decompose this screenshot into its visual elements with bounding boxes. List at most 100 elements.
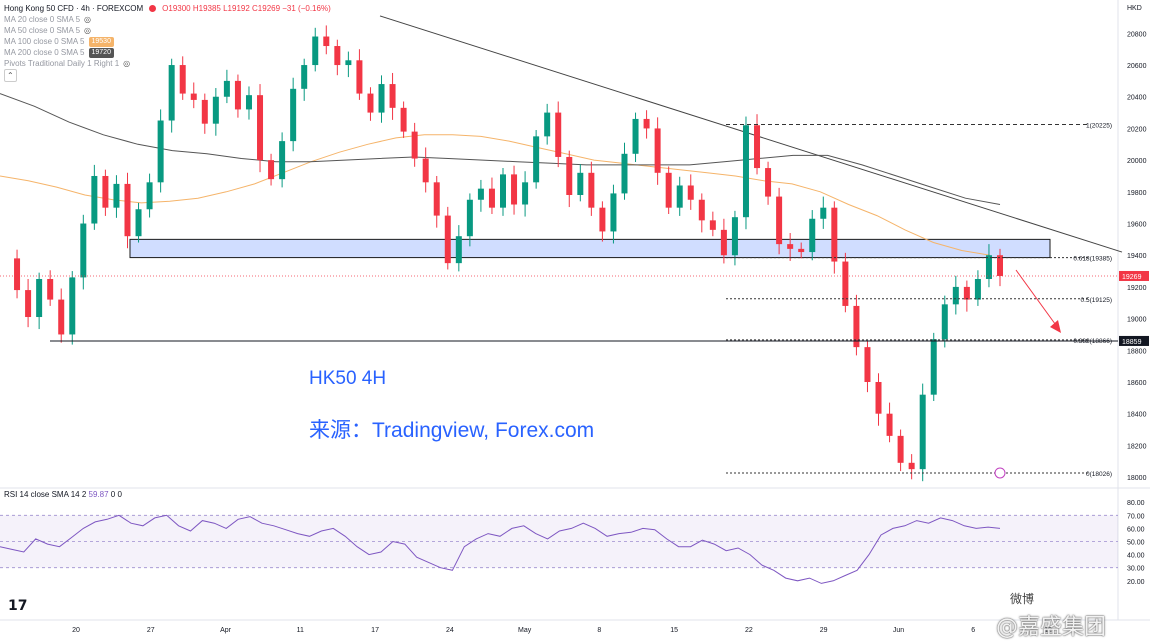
- candle-body: [831, 207, 838, 262]
- candle-body: [930, 339, 937, 395]
- price-tick: 20200: [1127, 126, 1147, 133]
- descending-trendline: [379, 15, 1123, 253]
- time-tick: 17: [371, 627, 379, 634]
- rsi-tick: 20.00: [1127, 579, 1145, 586]
- candle-body: [908, 462, 915, 470]
- candle-body: [356, 60, 363, 94]
- candle-body: [754, 125, 761, 169]
- candle-body: [533, 136, 540, 183]
- projection-arrow: [1015, 269, 1059, 329]
- candle-body: [212, 96, 219, 124]
- rsi-value: 59.87: [88, 490, 109, 499]
- candle-body: [190, 93, 197, 100]
- price-tick: 19000: [1127, 317, 1147, 324]
- rsi-tick: 60.00: [1127, 526, 1145, 533]
- candle-body: [290, 88, 297, 142]
- time-tick: Jun: [893, 627, 904, 634]
- candle-body: [102, 175, 109, 208]
- time-tick: 29: [820, 627, 828, 634]
- time-tick: 11: [297, 627, 304, 634]
- candle-body: [58, 299, 65, 335]
- candle-body: [323, 36, 330, 47]
- candle-body: [698, 199, 705, 221]
- candle-body: [113, 183, 120, 208]
- candle-body: [466, 199, 473, 237]
- ohlc-values: O19300 H19385 L19192 C19269 −31 (−0.16%): [162, 4, 331, 13]
- candle-body: [378, 84, 385, 113]
- time-tick: 20: [72, 627, 80, 634]
- chart-legend: Hong Kong 50 CFD · 4h · FOREXCOM O19300 …: [4, 3, 331, 82]
- currency-label: HKD: [1127, 5, 1142, 12]
- candle-body: [919, 394, 926, 470]
- candle-body: [985, 255, 992, 279]
- price-tick: 20600: [1127, 63, 1147, 70]
- candle-body: [279, 141, 286, 180]
- price-tick: 18200: [1127, 443, 1147, 450]
- candle-body: [135, 209, 142, 237]
- fib-level-label: 0(18026): [1086, 471, 1112, 478]
- eye-icon[interactable]: ◎: [123, 59, 131, 68]
- candle-body: [444, 215, 451, 264]
- candle-body: [787, 244, 794, 249]
- candle-body: [201, 99, 208, 124]
- price-tick: 19200: [1127, 285, 1147, 292]
- candle-body: [974, 278, 981, 300]
- collapse-chevron-icon[interactable]: ⌃: [4, 69, 17, 82]
- candle-body: [886, 413, 893, 436]
- candle-body: [268, 160, 275, 180]
- price-tick: 20400: [1127, 95, 1147, 102]
- chart-annotation-title: HK50 4H: [309, 368, 387, 389]
- price-tick: 18400: [1127, 412, 1147, 419]
- price-tick: 18800: [1127, 348, 1147, 355]
- candle-body: [941, 304, 948, 340]
- candle-body: [963, 286, 970, 300]
- candle-body: [411, 131, 418, 159]
- candle-body: [632, 118, 639, 154]
- rsi-tick: 70.00: [1127, 513, 1145, 520]
- last-price-tag-bg: [1119, 270, 1149, 281]
- candle-body: [555, 112, 562, 157]
- rsi-legend: RSI 14 close SMA 14 2 59.87 0 0: [4, 490, 122, 499]
- candle-body: [765, 168, 772, 197]
- eye-icon[interactable]: ◎: [84, 26, 92, 35]
- candle-body: [665, 172, 672, 208]
- time-tick: 15: [670, 627, 678, 634]
- candle-body: [897, 435, 904, 463]
- candle-body: [687, 185, 694, 200]
- candle-body: [389, 84, 396, 108]
- ma200-line: [0, 93, 1001, 205]
- fib-level-label: 0.5(19125): [1081, 297, 1112, 304]
- watermark: @嘉盛集团: [996, 615, 1107, 640]
- candle-body: [776, 196, 783, 245]
- candle-body: [455, 236, 462, 264]
- candle-body: [488, 188, 495, 208]
- candle-body: [257, 95, 264, 161]
- time-tick: Apr: [220, 627, 232, 634]
- price-tick: 18600: [1127, 380, 1147, 387]
- price-tick: 19400: [1127, 253, 1147, 260]
- candle-body: [853, 305, 860, 348]
- candle-body: [809, 218, 816, 253]
- candle-body: [643, 118, 650, 129]
- ma20-label: MA 20 close 0 SMA 5: [4, 15, 81, 24]
- ma200-value: 19720: [88, 47, 114, 58]
- candle-body: [245, 95, 252, 110]
- candle-body: [842, 261, 849, 306]
- candle-body: [997, 255, 1003, 276]
- price-tick: 18000: [1127, 475, 1147, 482]
- symbol-title: Hong Kong 50 CFD · 4h · FOREXCOM: [4, 4, 144, 13]
- candle-body: [654, 128, 661, 173]
- key-level-tag: 18859: [1122, 339, 1142, 346]
- candle-body: [709, 220, 716, 230]
- candle-body: [234, 80, 241, 110]
- candle-body: [742, 125, 749, 218]
- price-tick: 19800: [1127, 190, 1147, 197]
- rsi-tick: 40.00: [1127, 553, 1145, 560]
- candle-body: [223, 80, 230, 97]
- rsi-tick: 80.00: [1127, 500, 1145, 507]
- candle-body: [864, 347, 871, 382]
- ma100-label: MA 100 close 0 SMA 5: [4, 37, 85, 46]
- eye-icon[interactable]: ◎: [84, 15, 92, 24]
- candle-body: [157, 120, 164, 183]
